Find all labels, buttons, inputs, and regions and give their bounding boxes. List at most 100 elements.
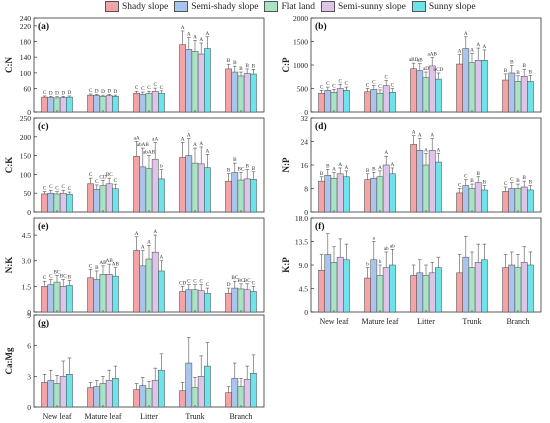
bar (527, 189, 534, 213)
y-tick-label: 100 (20, 69, 32, 78)
bar (364, 91, 371, 113)
bar (382, 267, 390, 313)
y-tick-label: 0 (304, 108, 308, 117)
bar (59, 286, 67, 313)
significance-letter: A (160, 255, 164, 261)
y-tick-label: 0 (304, 208, 308, 217)
bar (133, 156, 140, 213)
bar (197, 163, 205, 213)
x-tick-label: Litter (140, 412, 158, 421)
x-tick-label: New leaf (42, 412, 71, 421)
bar (41, 193, 48, 213)
panel-tag: (a) (38, 21, 49, 32)
bar (422, 275, 430, 313)
bar (59, 376, 67, 408)
significance-letter: B (372, 166, 376, 172)
x-tick-label: Branch (229, 412, 252, 421)
significance-letter: D (68, 90, 72, 96)
bar (382, 164, 390, 213)
significance-letter: B (366, 168, 370, 174)
significance-letter: C (464, 174, 468, 180)
bar (204, 48, 211, 113)
legend-swatch (174, 1, 189, 12)
bar (93, 279, 101, 313)
y-tick-label: 0 (27, 403, 31, 412)
significance-letter: b (379, 259, 382, 265)
bar (93, 95, 101, 113)
bar (204, 292, 211, 313)
bar (502, 191, 509, 213)
bar (41, 382, 48, 408)
significance-letter: BC (60, 274, 67, 280)
significance-letter: C (193, 279, 197, 285)
legend-item: Flat land (264, 1, 315, 12)
significance-letter: CD (99, 174, 106, 180)
bar (191, 289, 199, 313)
bar (376, 92, 384, 113)
bar (376, 275, 384, 313)
significance-letter: B (483, 180, 487, 186)
significance-letter: B (476, 171, 480, 177)
bar (462, 185, 470, 213)
bar (179, 157, 186, 213)
x-tick-label: Trunk (185, 412, 204, 421)
significance-letter: BC (231, 275, 238, 281)
bar (133, 92, 140, 113)
bar (53, 193, 61, 213)
bar (105, 183, 113, 213)
significance-letter: C (504, 181, 508, 187)
bar (481, 60, 488, 113)
y-tick-label: 500 (297, 85, 309, 94)
bar (197, 290, 205, 313)
bar (435, 161, 442, 213)
bar (87, 183, 94, 213)
x-tick-label: Litter (417, 317, 435, 326)
y-tick-label: 3 (27, 372, 31, 381)
significance-letter: b (366, 262, 369, 268)
bar (330, 262, 338, 313)
y-tick-label: 2000 (293, 14, 308, 23)
bar (53, 97, 61, 113)
y-tick-label: 18.0 (295, 214, 308, 223)
significance-letter: B (245, 164, 249, 170)
significance-letter: C (338, 78, 342, 84)
significance-letter: A (206, 31, 210, 37)
bar (370, 259, 378, 313)
bar (139, 166, 147, 213)
bar (330, 177, 338, 213)
significance-letter: BC (244, 278, 251, 284)
chart-panel: 0 3 6 9 Ca:Mg (g) New leaf Mature leaf Litter Tru… (4, 311, 265, 421)
significance-letter: B (504, 68, 508, 74)
significance-letter: B (516, 70, 520, 76)
y-tick-label: 4.5 (22, 231, 32, 240)
significance-letter: C (153, 82, 157, 88)
bar (376, 176, 384, 213)
bar (105, 95, 113, 113)
bar (336, 256, 344, 313)
bar (112, 378, 119, 408)
significance-letter: A (483, 44, 487, 50)
bar (520, 186, 528, 213)
bar (139, 265, 147, 313)
y-tick-label: 1000 (293, 61, 308, 70)
significance-letter: B (233, 60, 237, 66)
legend-item: Semi-shady slope (174, 1, 258, 12)
significance-letter: AB (99, 260, 107, 266)
significance-letter: aAB (427, 51, 437, 57)
bar (514, 81, 522, 113)
bar (250, 291, 257, 313)
bar (456, 63, 463, 113)
y-tick-label: 60 (24, 85, 32, 94)
panel-tag: (d) (315, 121, 327, 132)
y-tick-label: 8 (304, 185, 308, 194)
significance-letter: A (206, 148, 210, 154)
significance-letter: A (458, 49, 462, 55)
significance-letter: BC (106, 172, 113, 178)
y-tick-label: 1.5 (22, 282, 32, 291)
bar (243, 73, 251, 113)
bar (99, 96, 107, 113)
significance-letter: B (529, 180, 533, 186)
legend-swatch (411, 1, 426, 12)
